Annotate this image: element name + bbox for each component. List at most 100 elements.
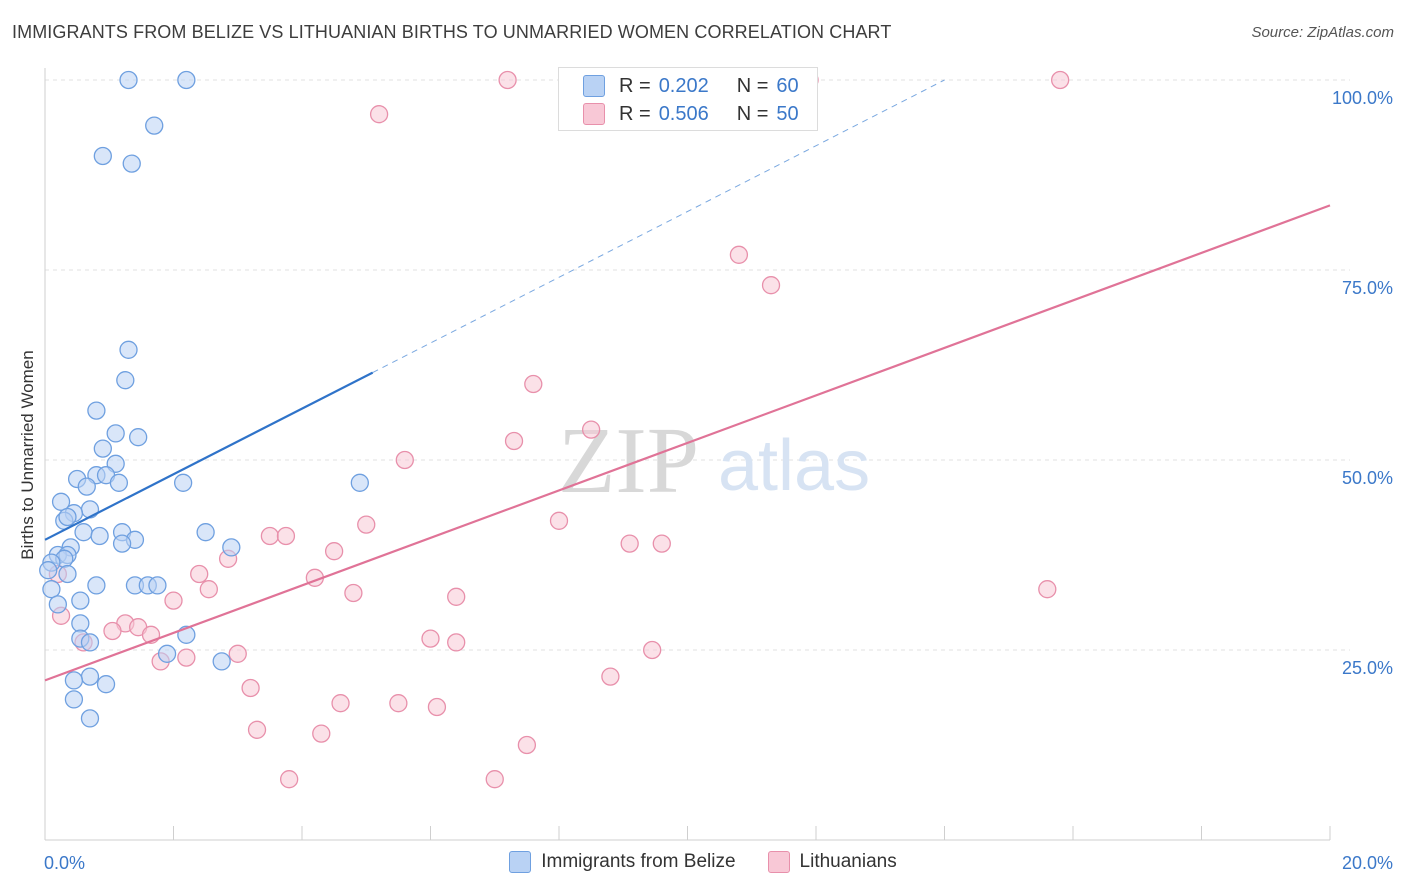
series-belize-points	[39, 70, 369, 728]
n-label: N =	[736, 74, 769, 97]
lithuanians-point	[312, 724, 331, 743]
lithuanians-point	[1051, 70, 1070, 90]
belize-point	[71, 614, 90, 633]
lithuanians-point	[1038, 580, 1057, 599]
n-value: 50	[776, 102, 799, 125]
lithuanians-point	[199, 580, 218, 599]
y-tick-label: 50.0%	[1342, 468, 1393, 488]
lithuanians-point	[369, 105, 389, 124]
lithuanians-point	[103, 621, 122, 641]
x-tick-label: 20.0%	[1342, 853, 1393, 873]
belize-point	[129, 428, 148, 447]
belize-point	[109, 473, 129, 492]
y-tick-label: 25.0%	[1342, 658, 1393, 678]
watermark-atlas: atlas	[718, 426, 870, 506]
legend-item-belize[interactable]: Immigrants from Belize	[509, 851, 736, 873]
lithuanians-point	[331, 694, 350, 713]
lithuanians-point	[344, 583, 363, 603]
belize-trend-line	[44, 371, 374, 541]
lithuanians-point	[389, 694, 408, 713]
lithuanians-point	[324, 542, 344, 561]
legend-swatch-lithuanians	[767, 851, 790, 873]
belize-point	[96, 675, 116, 694]
belize-point	[350, 473, 369, 492]
belize-point	[196, 523, 215, 542]
belize-point	[119, 340, 138, 359]
lithuanians-point	[447, 587, 466, 606]
belize-point	[77, 477, 96, 496]
stats-row-belize: R = 0.202 N = 60	[583, 73, 799, 99]
belize-point	[116, 371, 135, 390]
lithuanians-point	[276, 526, 296, 546]
belize-point	[145, 116, 164, 135]
y-tick-labels: 25.0% 50.0% 75.0% 100.0%	[1332, 88, 1393, 678]
belize-point	[222, 538, 241, 557]
belize-point	[119, 70, 138, 90]
belize-point	[87, 401, 106, 420]
belize-point	[39, 561, 58, 580]
r-label: R =	[619, 74, 651, 97]
watermark: ZIP atlas	[558, 409, 870, 513]
belize-point	[48, 595, 67, 614]
n-label: N =	[736, 102, 769, 125]
belize-point	[106, 424, 125, 443]
belize-point	[173, 473, 193, 492]
legend-swatch-belize	[583, 75, 605, 97]
belize-point	[80, 667, 100, 686]
series-legend: Immigrants from Belize Lithuanians	[0, 851, 1406, 873]
belize-point	[122, 154, 141, 173]
belize-point	[212, 652, 231, 671]
lithuanians-point	[517, 735, 537, 755]
lithuanians-point	[601, 667, 620, 686]
belize-point	[80, 500, 100, 519]
belize-point	[80, 709, 100, 728]
lithuanians-point	[447, 633, 466, 652]
belize-point	[90, 526, 109, 546]
lithuanians-point	[395, 450, 414, 470]
chart-title: IMMIGRANTS FROM BELIZE VS LITHUANIAN BIR…	[12, 22, 892, 42]
belize-point	[42, 580, 61, 599]
gridlines	[45, 79, 1350, 651]
y-tick-label: 100.0%	[1332, 88, 1393, 108]
belize-point	[51, 492, 71, 511]
lithuanians-point	[581, 420, 601, 439]
belize-point	[157, 644, 177, 663]
lithuanians-point	[260, 526, 280, 546]
legend-item-lithuanians[interactable]: Lithuanians	[767, 851, 897, 873]
lithuanians-point	[729, 245, 749, 264]
lithuanians-point	[498, 70, 517, 90]
n-value: 60	[776, 74, 799, 97]
lithuanians-point	[241, 678, 260, 698]
lithuanians-point	[504, 431, 524, 451]
axes	[44, 68, 1331, 841]
y-axis-label: Births to Unmarried Women	[18, 350, 37, 560]
lithuanians-point	[177, 648, 196, 667]
y-tick-label: 75.0%	[1342, 278, 1393, 298]
lithuanians-point	[549, 511, 569, 530]
lithuanians-point	[620, 534, 639, 553]
watermark-zip: ZIP	[558, 409, 699, 513]
lithuanians-point	[427, 697, 447, 717]
x-tick-labels: 0.0% 20.0%	[44, 853, 1393, 873]
belize-point	[80, 633, 100, 652]
stats-legend: R = 0.202 N = 60 R = 0.506 N = 50	[558, 67, 818, 131]
x-tick-label: 0.0%	[44, 853, 85, 873]
source-label: Source: ZipAtlas.com	[1251, 24, 1394, 41]
belize-point	[58, 564, 77, 584]
lithuanians-point	[357, 515, 376, 534]
trend-lines	[44, 79, 1331, 682]
r-label: R =	[619, 102, 651, 125]
r-value: 0.202	[658, 74, 709, 97]
lithuanians-point	[652, 534, 671, 553]
belize-point	[74, 523, 93, 542]
lithuanians-point	[761, 276, 781, 295]
belize-point	[148, 576, 167, 595]
lithuanians-point	[190, 564, 209, 584]
lithuanians-point	[247, 720, 267, 739]
belize-point	[87, 576, 106, 595]
legend-swatch-lithuanians	[583, 103, 605, 125]
legend-swatch-belize	[509, 851, 532, 873]
belize-point	[177, 70, 196, 90]
lithuanians-point	[524, 374, 543, 394]
